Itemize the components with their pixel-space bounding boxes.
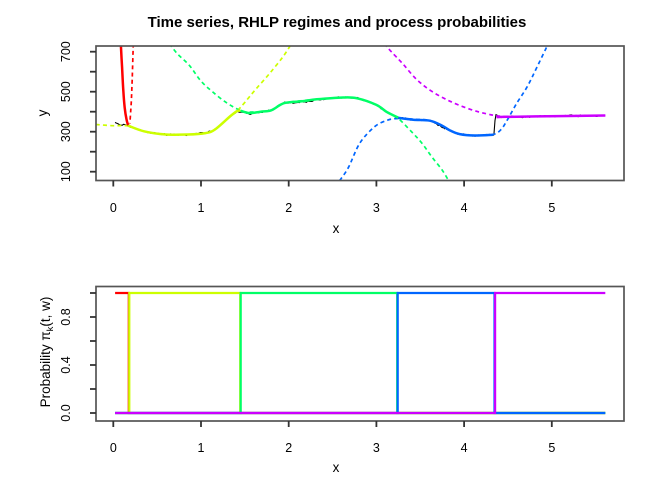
x-tick-label: 4	[461, 441, 468, 455]
regime-4-poly-dashed	[338, 46, 549, 181]
x-tick-label: 1	[198, 441, 205, 455]
chart-title: Time series, RHLP regimes and process pr…	[148, 14, 527, 31]
regime-2-poly-dashed	[96, 46, 292, 136]
y-tick-label: 0.4	[59, 356, 73, 373]
x-tick-label: 1	[198, 201, 205, 215]
prob-label-subscript: k	[45, 326, 56, 331]
bottom-y-axis-label: Probability πk(t, w)	[38, 297, 56, 408]
regime-1-poly-dashed	[128, 46, 135, 124]
x-tick-label: 0	[110, 201, 117, 215]
y-tick-label: 300	[59, 121, 73, 142]
pi-1-red	[115, 291, 606, 415]
regime-3-poly-dashed	[170, 46, 450, 181]
pi-3-green	[115, 291, 606, 415]
top-plot-box	[95, 45, 625, 182]
pi-4-blue	[115, 291, 606, 415]
y-tick-label: 0.8	[59, 308, 73, 325]
top-x-axis-label: x	[333, 221, 340, 236]
x-tick-label: 2	[285, 441, 292, 455]
bottom-series-group	[115, 291, 606, 415]
regime-3-mean	[240, 96, 399, 119]
prob-label-main: Probability π	[38, 331, 53, 407]
x-tick-label: 2	[285, 201, 292, 215]
y-tick-label: 0.0	[59, 404, 73, 421]
pi-5-magenta	[115, 291, 606, 415]
prob-label-rest: (t, w)	[38, 297, 53, 327]
x-tick-label: 3	[373, 441, 380, 455]
y-tick-label: 700	[59, 41, 73, 62]
top-axes: 0 1 2 3 4 5 100 300 500 700	[59, 41, 555, 215]
bottom-plot-box	[95, 285, 625, 422]
x-tick-label: 5	[548, 441, 555, 455]
top-panel: 0 1 2 3 4 5 100 300 500 700 x y	[35, 41, 625, 236]
x-tick-label: 5	[548, 201, 555, 215]
x-tick-label: 4	[461, 201, 468, 215]
regime-5-poly-dashed	[385, 46, 606, 118]
regime-4-mean	[398, 116, 494, 137]
bottom-axes: 0 1 2 3 4 5 0.0 0.4 0.8	[59, 292, 555, 455]
y-tick-label: 100	[59, 161, 73, 182]
regime-1-mean	[119, 46, 130, 126]
regime-2-mean	[127, 109, 241, 137]
bottom-x-axis-label: x	[333, 460, 340, 475]
regime-5-mean	[496, 114, 606, 119]
pi-2-yellow	[115, 291, 606, 415]
bottom-panel: 0 1 2 3 4 5 0.0 0.4 0.8 x Probability πk(t, w)	[38, 285, 625, 475]
x-tick-label: 0	[110, 441, 117, 455]
top-series-group	[96, 46, 606, 181]
top-y-axis-label: y	[35, 109, 50, 116]
x-tick-label: 3	[373, 201, 380, 215]
y-tick-label: 500	[59, 81, 73, 102]
